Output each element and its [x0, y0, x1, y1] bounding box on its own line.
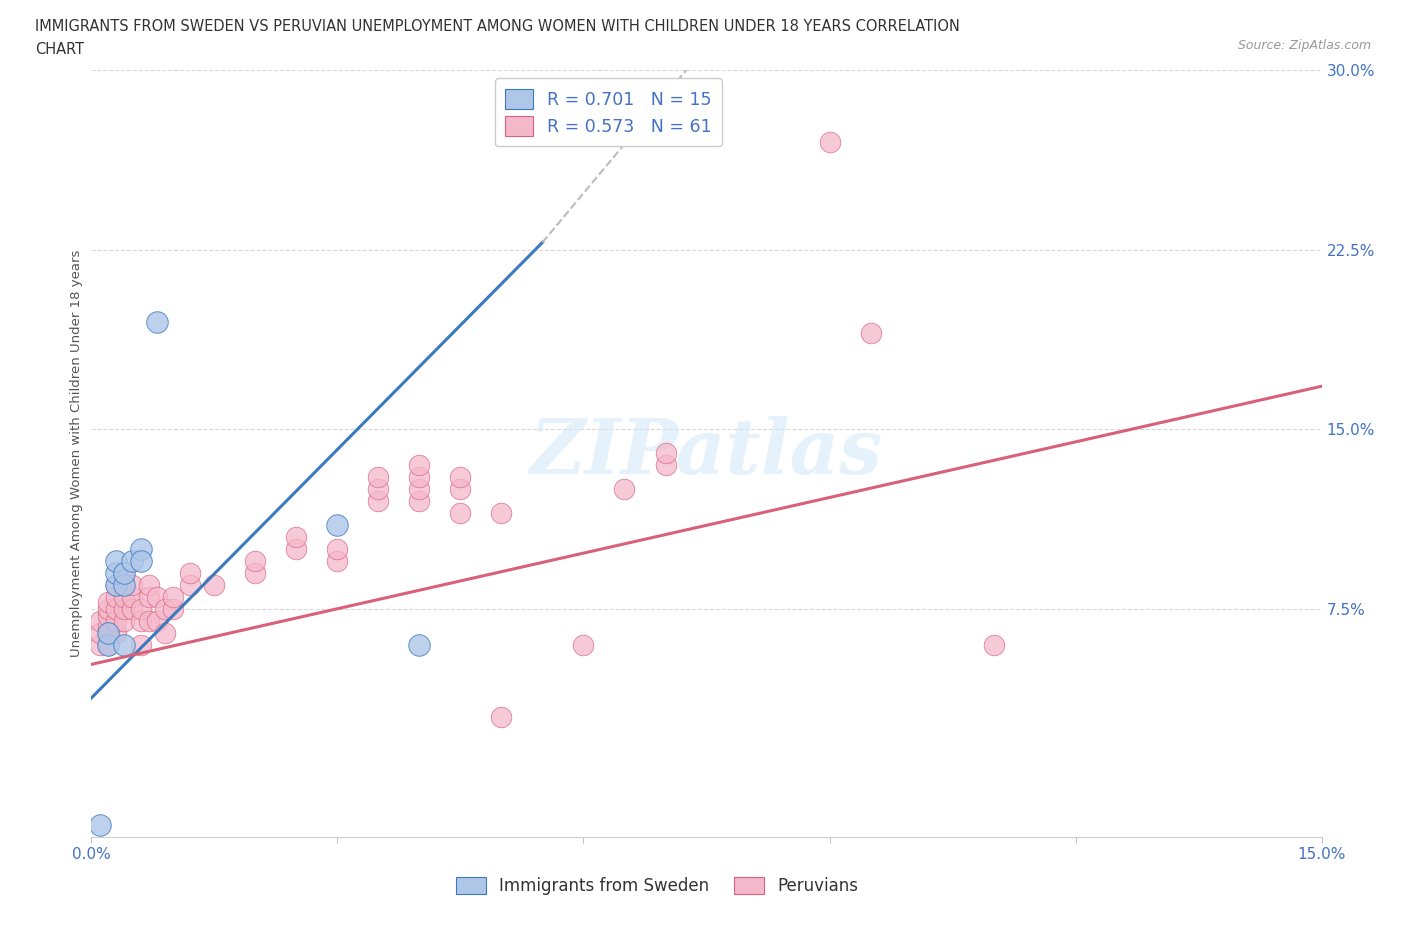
Point: [97, 638, 120, 653]
Point: [162, 590, 184, 604]
Point: [449, 506, 471, 521]
Point: [129, 554, 152, 569]
Point: [105, 626, 127, 641]
Point: [97, 626, 120, 641]
Point: [97, 638, 120, 653]
Point: [105, 565, 127, 580]
Point: [983, 638, 1005, 653]
Point: [408, 494, 430, 509]
Point: [112, 614, 135, 629]
Point: [491, 710, 513, 724]
Point: [367, 482, 389, 497]
Point: [105, 614, 127, 629]
Point: [654, 458, 676, 472]
Point: [138, 614, 160, 629]
Point: [97, 626, 120, 641]
Point: [202, 578, 225, 592]
Point: [491, 506, 513, 521]
Point: [105, 578, 127, 592]
Point: [112, 571, 135, 586]
Point: [367, 494, 389, 509]
Point: [129, 638, 152, 653]
Point: [153, 602, 177, 617]
Point: [146, 314, 169, 329]
Point: [138, 590, 160, 604]
Point: [326, 554, 349, 569]
Point: [121, 602, 143, 617]
Point: [245, 565, 267, 580]
Text: IMMIGRANTS FROM SWEDEN VS PERUVIAN UNEMPLOYMENT AMONG WOMEN WITH CHILDREN UNDER : IMMIGRANTS FROM SWEDEN VS PERUVIAN UNEMP…: [35, 19, 960, 33]
Point: [326, 518, 349, 533]
Point: [105, 602, 127, 617]
Point: [121, 590, 143, 604]
Point: [121, 554, 143, 569]
Point: [97, 594, 120, 609]
Point: [326, 542, 349, 557]
Point: [129, 542, 152, 557]
Point: [97, 602, 120, 617]
Point: [613, 482, 636, 497]
Point: [408, 482, 430, 497]
Point: [408, 470, 430, 485]
Point: [179, 578, 201, 592]
Point: [818, 134, 841, 149]
Point: [112, 590, 135, 604]
Legend: Immigrants from Sweden, Peruvians: Immigrants from Sweden, Peruvians: [450, 870, 865, 901]
Point: [285, 530, 308, 545]
Point: [112, 565, 135, 580]
Point: [121, 578, 143, 592]
Point: [654, 446, 676, 461]
Text: Source: ZipAtlas.com: Source: ZipAtlas.com: [1237, 39, 1371, 52]
Point: [285, 542, 308, 557]
Point: [129, 602, 152, 617]
Point: [449, 482, 471, 497]
Point: [112, 638, 135, 653]
Point: [408, 458, 430, 472]
Text: CHART: CHART: [35, 42, 84, 57]
Point: [153, 626, 177, 641]
Point: [179, 565, 201, 580]
Point: [408, 638, 430, 653]
Point: [859, 326, 882, 341]
Point: [146, 614, 169, 629]
Point: [89, 817, 111, 832]
Point: [89, 626, 111, 641]
Point: [245, 554, 267, 569]
Point: [97, 609, 120, 624]
Point: [129, 614, 152, 629]
Y-axis label: Unemployment Among Women with Children Under 18 years: Unemployment Among Women with Children U…: [70, 249, 83, 658]
Text: ZIPatlas: ZIPatlas: [530, 417, 883, 490]
Point: [105, 578, 127, 592]
Point: [162, 602, 184, 617]
Point: [105, 554, 127, 569]
Point: [367, 470, 389, 485]
Point: [112, 602, 135, 617]
Point: [112, 578, 135, 592]
Point: [105, 590, 127, 604]
Point: [138, 578, 160, 592]
Point: [572, 638, 595, 653]
Point: [89, 614, 111, 629]
Point: [89, 638, 111, 653]
Point: [112, 578, 135, 592]
Point: [146, 590, 169, 604]
Point: [97, 618, 120, 633]
Point: [449, 470, 471, 485]
